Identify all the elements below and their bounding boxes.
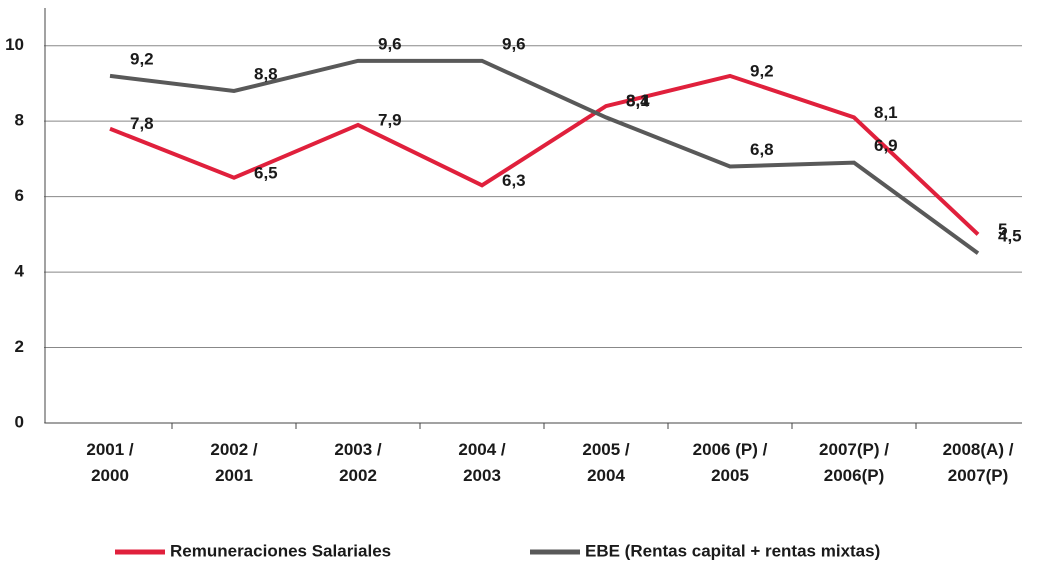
data-label: 7,9 (378, 110, 402, 129)
x-tick-label: 2003 / 2002 (334, 440, 382, 485)
y-tick-label: 8 (15, 111, 24, 130)
x-tick-label: 2001 / 2000 (86, 440, 134, 485)
data-label: 8,8 (254, 64, 278, 83)
legend-label: EBE (Rentas capital + rentas mixtas) (585, 541, 880, 560)
legend-label: Remuneraciones Salariales (170, 541, 391, 560)
data-label: 6,3 (502, 171, 526, 190)
series-line (109, 58, 980, 255)
x-tick-label: 2002 / 2001 (210, 440, 258, 485)
data-label: 9,2 (750, 61, 774, 80)
x-tick-label: 2004 / 2003 (458, 440, 506, 485)
data-label: 8,1 (874, 103, 898, 122)
data-label: 7,8 (130, 114, 154, 133)
data-label: 6,5 (254, 163, 278, 182)
y-tick-label: 0 (15, 412, 24, 431)
y-tick-label: 2 (15, 337, 24, 356)
y-tick-label: 6 (15, 186, 24, 205)
data-label: 8,4 (626, 92, 650, 111)
data-label: 9,2 (130, 49, 154, 68)
data-label: 5 (998, 220, 1007, 239)
y-tick-label: 10 (5, 35, 24, 54)
x-tick-label: 2005 / 2004 (582, 440, 630, 485)
x-tick-label: 2006 (P) / 2005 (692, 440, 768, 485)
data-label: 8,1 (626, 91, 650, 110)
data-label: 6,8 (750, 140, 774, 159)
data-label: 9,6 (502, 34, 526, 53)
x-tick-label: 2008(A) / 2007(P) (942, 440, 1014, 485)
data-label: 6,9 (874, 136, 898, 155)
x-tick-label: 2007(P) / 2006(P) (819, 440, 889, 485)
series-line (109, 73, 980, 236)
data-label: 9,6 (378, 34, 402, 53)
data-label: 4,5 (998, 227, 1022, 246)
y-tick-label: 4 (15, 262, 25, 281)
